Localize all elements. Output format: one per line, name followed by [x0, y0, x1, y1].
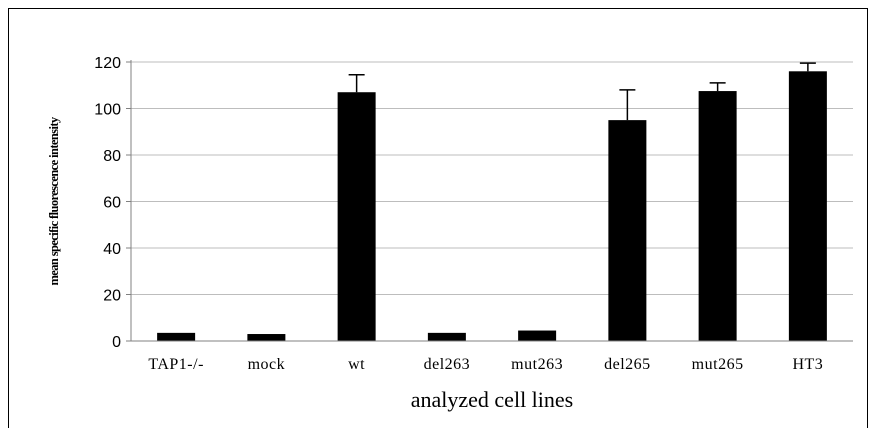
y-axis-label: mean specific fluorescence intensity [47, 116, 61, 285]
y-tick-label: 40 [103, 241, 121, 258]
error-bars [348, 62, 816, 121]
y-tick-label: 120 [94, 55, 121, 72]
x-tick-label: del265 [604, 356, 651, 373]
chart-frame [8, 8, 868, 428]
gridlines [131, 61, 853, 295]
bar-mock [247, 334, 286, 341]
bar-mut265 [698, 91, 737, 341]
bar-ht3 [788, 71, 827, 342]
y-tick-label: 100 [94, 102, 121, 119]
y-tick-label: 60 [103, 195, 121, 212]
x-tick-label: wt [348, 356, 365, 373]
x-axis-label: analyzed cell lines [411, 387, 573, 412]
x-tick-label: mock [248, 356, 286, 373]
bar-del263 [427, 332, 466, 341]
x-tick-label: del263 [424, 356, 471, 373]
x-tick-label: mut265 [692, 356, 744, 373]
bar-wt [337, 92, 376, 341]
y-tick-label: 20 [103, 288, 121, 305]
bar-del265 [608, 120, 647, 341]
x-tick-label: HT3 [792, 356, 823, 373]
y-tick-label: 80 [103, 148, 121, 165]
bar-tap1 [157, 332, 196, 341]
x-tick-label: TAP1-/- [148, 356, 204, 373]
bars [157, 71, 827, 342]
y-axis-ticks: 0 20 40 60 80 100 120 [94, 55, 131, 351]
bar-mut263 [518, 330, 557, 341]
x-axis-ticks: TAP1-/- mock wt del263 mut263 del265 mut265 HT3 [148, 356, 823, 373]
y-tick-label: 0 [112, 334, 121, 351]
x-tick-label: mut263 [511, 356, 563, 373]
